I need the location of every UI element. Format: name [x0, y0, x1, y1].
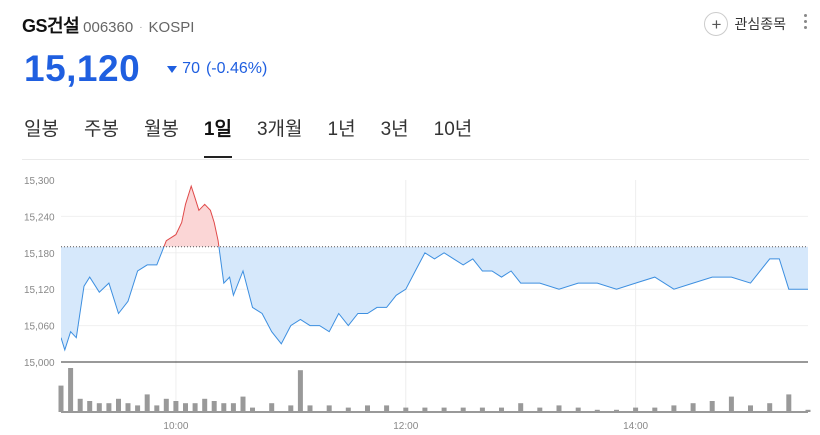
volume-bar	[403, 407, 409, 412]
volume-bar	[125, 403, 131, 412]
volume-bar	[144, 394, 150, 412]
volume-bar	[58, 385, 64, 412]
volume-bar	[106, 403, 112, 412]
stock-code: 006360	[83, 19, 134, 36]
volume-bar	[163, 398, 169, 412]
volume-bar	[211, 401, 217, 412]
tab-daily[interactable]: 일봉	[24, 119, 59, 140]
area-below-prev-close	[61, 246, 808, 350]
volume-bar	[240, 396, 246, 412]
price-change-percent: (-0.46%)	[205, 60, 268, 77]
volume-bar	[87, 401, 93, 412]
down-arrow-icon	[167, 65, 178, 73]
tab-divider	[22, 159, 809, 160]
volume-bar	[269, 403, 275, 412]
separator-dot: ·	[139, 22, 143, 33]
volume-bar	[326, 405, 332, 412]
volume-bar	[748, 405, 753, 412]
volume-bar	[767, 403, 773, 412]
area-above-prev-close	[61, 186, 808, 247]
current-price: 15,120	[24, 48, 141, 89]
volume-bar	[183, 403, 188, 412]
stock-market: KOSPI	[148, 19, 195, 36]
volume-bar	[594, 409, 600, 412]
volume-bar	[230, 403, 236, 412]
volume-bar	[633, 407, 639, 412]
volume-bar	[652, 407, 658, 412]
volume-bar	[173, 401, 179, 412]
volume-bar	[192, 403, 198, 412]
volume-bar	[805, 409, 811, 412]
volume-bar	[479, 407, 485, 412]
volume-bar	[537, 407, 543, 412]
volume-bar	[96, 403, 102, 412]
volume-bar	[307, 405, 313, 412]
y-tick-label: 15,180	[24, 249, 55, 260]
tab-monthly[interactable]: 월봉	[143, 119, 179, 140]
tab-3year[interactable]: 3년	[380, 119, 409, 140]
quote-row: 15,120 70 (-0.46%)	[24, 48, 267, 90]
price-change: 70	[182, 60, 200, 77]
y-tick-label: 15,240	[24, 212, 55, 223]
volume-bar	[202, 398, 208, 412]
volume-bar	[441, 407, 447, 412]
volume-bar	[575, 407, 581, 412]
plus-icon: +	[704, 12, 729, 36]
x-tick-label: 10:00	[163, 421, 188, 432]
volume-bar	[786, 394, 792, 412]
y-tick-label: 15,300	[24, 176, 55, 187]
volume-bar	[116, 398, 121, 412]
more-options-icon[interactable]	[798, 14, 812, 29]
tab-10year[interactable]: 10년	[433, 119, 473, 140]
volume-bar	[135, 405, 141, 412]
volume-bar	[709, 401, 715, 412]
y-tick-label: 15,000	[24, 358, 55, 369]
volume-bar	[499, 407, 504, 412]
volume-bar	[345, 407, 351, 412]
volume-bar	[690, 403, 696, 412]
period-tabs: 일봉 주봉 월봉 1일 3개월 1년 3년 10년	[24, 114, 497, 158]
tab-weekly[interactable]: 주봉	[83, 119, 119, 140]
volume-bar	[68, 368, 74, 412]
add-favorite-button[interactable]: + 관심종목	[704, 12, 786, 36]
volume-bar	[365, 405, 370, 412]
volume-bar	[288, 405, 294, 412]
y-tick-label: 15,120	[24, 285, 55, 296]
volume-bar	[384, 405, 390, 412]
volume-bar	[556, 405, 562, 412]
x-tick-label: 12:00	[393, 421, 418, 432]
volume-bar	[518, 403, 524, 412]
volume-bar	[154, 405, 160, 412]
volume-bar	[250, 407, 255, 412]
stock-name: GS건설	[22, 16, 80, 36]
volume-bar	[728, 396, 734, 412]
stock-header: GS건설 006360 · KOSPI	[22, 12, 194, 38]
volume-bar	[671, 405, 677, 412]
volume-bar	[77, 398, 83, 412]
tab-3month[interactable]: 3개월	[256, 119, 303, 140]
volume-bar	[221, 403, 227, 412]
tab-1day[interactable]: 1일	[203, 114, 233, 158]
volume-bar	[460, 407, 466, 412]
x-tick-label: 14:00	[623, 421, 648, 432]
y-tick-label: 15,060	[24, 322, 55, 333]
tab-1year[interactable]: 1년	[327, 119, 356, 140]
price-line-down	[61, 246, 808, 352]
volume-bar	[422, 407, 428, 412]
volume-bar	[614, 409, 619, 412]
volume-bar	[297, 370, 303, 412]
favorite-label: 관심종목	[734, 16, 786, 32]
